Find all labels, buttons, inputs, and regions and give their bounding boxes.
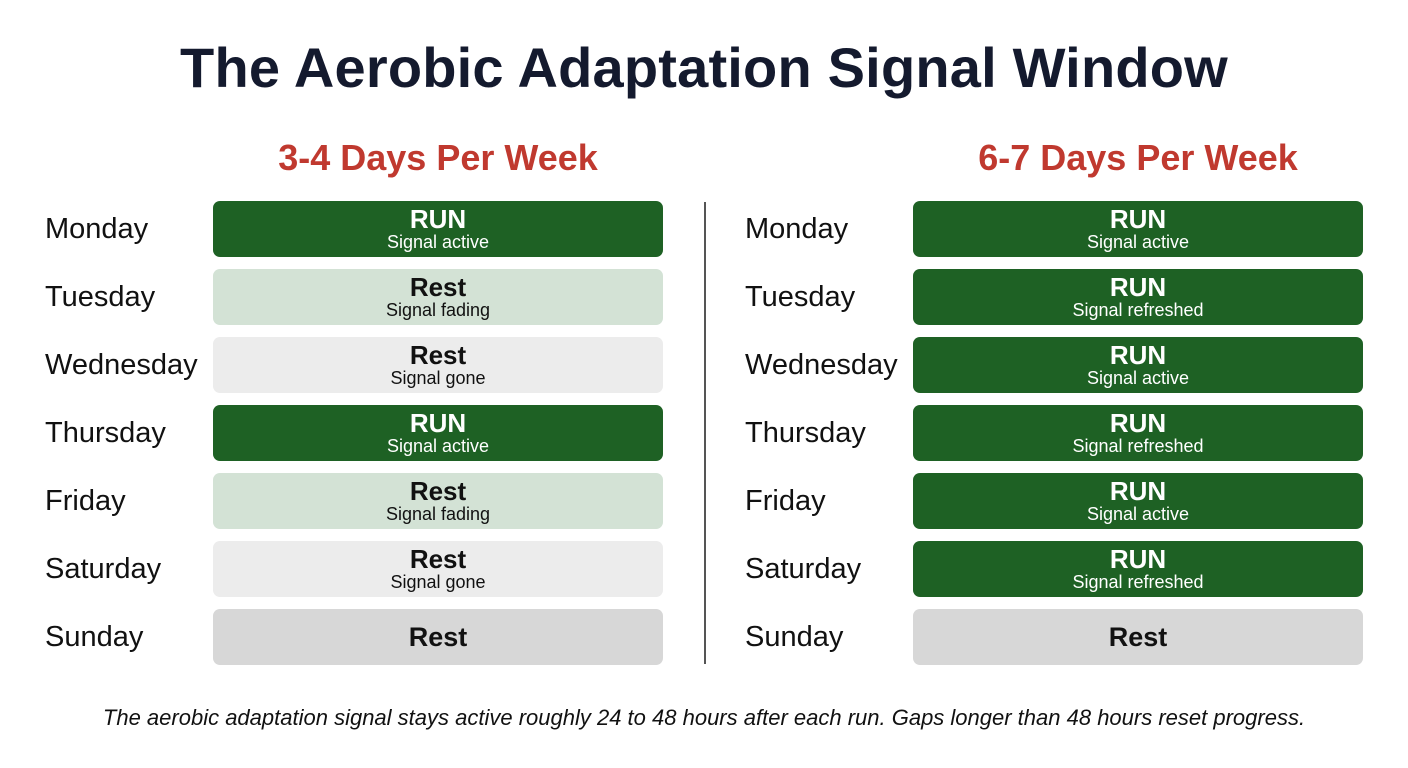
cell-status: Rest [408,622,468,652]
day-label: Saturday [745,553,862,585]
cell-signal: Signal refreshed [1072,300,1204,320]
cell-status: RUN [1109,204,1167,234]
day-label: Monday [45,213,149,245]
schedule-cell: Rest [913,609,1363,665]
schedule-cell: RUN Signal active [213,201,663,257]
schedule-cell: RUN Signal active [213,405,663,461]
cell-status: RUN [1109,544,1167,574]
cell-signal: Signal active [1086,368,1190,388]
cell-signal: Signal active [1086,504,1190,524]
cell-status: RUN [409,204,467,234]
cell-status: Rest [409,544,467,574]
day-label: Wednesday [745,349,898,381]
day-label: Tuesday [45,281,156,313]
cell-signal: Signal fading [385,504,491,524]
schedule-cell: Rest Signal fading [213,269,663,325]
day-label: Friday [45,485,126,517]
schedule-cell: RUN Signal refreshed [913,405,1363,461]
page-title: The Aerobic Adaptation Signal Window [180,36,1228,99]
column-divider [704,202,706,664]
cell-signal: Signal gone [390,368,486,388]
cell-signal: Signal active [386,436,490,456]
cell-status: Rest [1108,622,1168,652]
cell-signal: Signal refreshed [1072,436,1204,456]
cell-signal: Signal active [1086,232,1190,252]
day-label: Sunday [45,621,144,653]
schedule-cell: RUN Signal active [913,337,1363,393]
left-column-heading: 3-4 Days Per Week [278,137,598,178]
day-label: Saturday [45,553,162,585]
schedule-cell: RUN Signal refreshed [913,541,1363,597]
day-label: Sunday [745,621,844,653]
cell-signal: Signal active [386,232,490,252]
footnote: The aerobic adaptation signal stays acti… [102,705,1306,730]
cell-status: Rest [409,340,467,370]
cell-status: RUN [1109,408,1167,438]
schedule-cell: Rest Signal gone [213,337,663,393]
cell-signal: Signal refreshed [1072,572,1204,592]
cell-status: RUN [1109,340,1167,370]
day-label: Monday [745,213,849,245]
cell-status: Rest [409,476,467,506]
cell-status: RUN [409,408,467,438]
schedule-cell: Rest Signal fading [213,473,663,529]
day-label: Wednesday [45,349,198,381]
schedule-cell: Rest [213,609,663,665]
day-label: Thursday [45,417,166,449]
day-label: Tuesday [745,281,856,313]
cell-status: RUN [1109,476,1167,506]
schedule-cell: RUN Signal refreshed [913,269,1363,325]
schedule-cell: RUN Signal active [913,473,1363,529]
cell-signal: Signal fading [385,300,491,320]
day-label: Thursday [745,417,866,449]
cell-status: RUN [1109,272,1167,302]
cell-signal: Signal gone [390,572,486,592]
schedule-cell: RUN Signal active [913,201,1363,257]
day-label: Friday [745,485,826,517]
schedule-cell: Rest Signal gone [213,541,663,597]
cell-status: Rest [409,272,467,302]
right-column-heading: 6-7 Days Per Week [978,137,1298,178]
